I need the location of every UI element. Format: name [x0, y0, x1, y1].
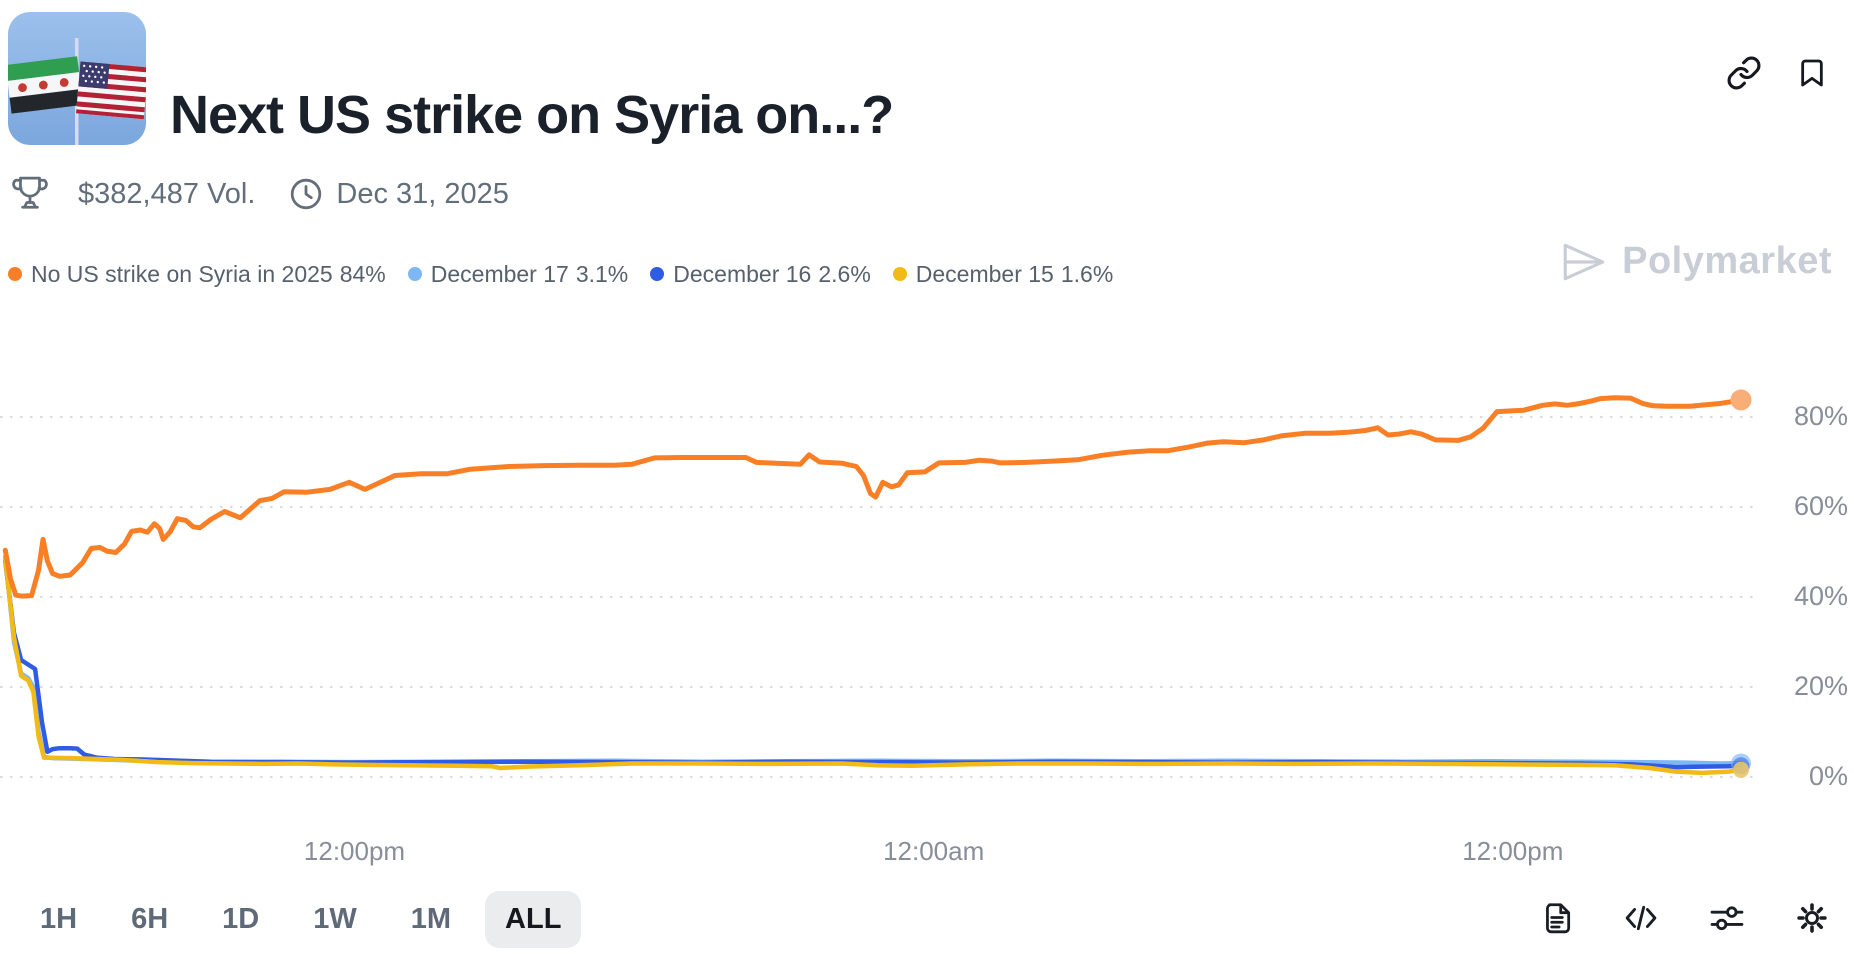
legend-item-december-17[interactable]: December 17 3.1%	[407, 260, 629, 288]
y-axis-label-80: 80%	[1793, 401, 1848, 431]
y-axis-label-60: 60%	[1793, 491, 1848, 521]
header-actions	[1722, 50, 1832, 96]
order-summary-button[interactable]	[1536, 897, 1578, 939]
market-stats: $382,487 Vol. Dec 31, 2025	[12, 172, 509, 216]
settings-button[interactable]	[1790, 896, 1834, 940]
chart-options-button[interactable]	[1704, 898, 1750, 938]
legend-value: 1.6%	[1060, 260, 1114, 287]
y-axis-label-0: 0%	[1808, 761, 1848, 791]
legend-label: December 16	[673, 260, 812, 287]
x-axis-label-1: 12:00pm	[303, 836, 406, 866]
gear-icon	[1797, 903, 1827, 933]
range-button-6h[interactable]: 6H	[111, 891, 188, 948]
range-button-1h[interactable]: 1H	[20, 891, 97, 948]
bookmark-button[interactable]	[1792, 50, 1832, 96]
sliders-icon	[1710, 906, 1744, 931]
legend-dot-orange	[8, 267, 22, 281]
price-chart[interactable]	[0, 327, 1755, 797]
legend-value: 3.1%	[575, 260, 629, 287]
volume-text: $382,487 Vol.	[78, 177, 256, 210]
end-date-text: Dec 31, 2025	[336, 177, 509, 210]
chart-legend: No US strike on Syria in 2025 84% Decemb…	[8, 258, 1113, 290]
x-axis-label-2: 12:00am	[883, 836, 985, 866]
y-axis-label-40: 40%	[1793, 581, 1848, 611]
range-button-1m[interactable]: 1M	[391, 891, 471, 948]
page-title: Next US strike on Syria on...?	[170, 85, 894, 145]
legend-item-no-strike[interactable]: No US strike on Syria in 2025 84%	[8, 261, 386, 288]
polymarket-watermark: Polymarket	[1560, 240, 1832, 283]
legend-label: December 17	[430, 260, 569, 287]
legend-value: 84%	[339, 260, 386, 287]
time-range-selector: 1H 6H 1D 1W 1M ALL	[20, 891, 582, 948]
legend-value: 2.6%	[818, 260, 871, 287]
legend-item-december-15[interactable]: December 15 1.6%	[892, 260, 1114, 288]
copy-link-button[interactable]	[1722, 50, 1766, 96]
legend-dot-yellow	[892, 267, 907, 281]
market-thumbnail	[8, 12, 146, 145]
file-text-icon	[1546, 903, 1571, 934]
syria-us-flags-image	[8, 12, 146, 145]
y-axis-label-20: 20%	[1793, 671, 1848, 701]
range-button-1d[interactable]: 1D	[202, 891, 279, 948]
bookmark-icon	[1801, 59, 1823, 87]
embed-code-button[interactable]	[1618, 898, 1664, 938]
trophy-icon	[12, 173, 48, 215]
legend-label: December 15	[915, 260, 1054, 287]
polymarket-logo-icon	[1563, 243, 1605, 280]
legend-dot-lightblue	[407, 267, 422, 281]
link-icon	[1727, 56, 1761, 90]
range-button-1w[interactable]: 1W	[293, 891, 377, 948]
x-axis-label-3: 12:00pm	[1462, 836, 1564, 866]
embed-code-icon	[1625, 905, 1657, 931]
polymarket-wordmark: Polymarket	[1622, 240, 1832, 282]
legend-dot-blue	[650, 267, 665, 281]
range-button-all[interactable]: ALL	[485, 891, 582, 948]
legend-label: No US strike on Syria in 2025	[31, 260, 333, 287]
clock-icon	[289, 177, 323, 211]
chart-toolbar	[1536, 896, 1834, 940]
legend-item-december-16[interactable]: December 16 2.6%	[650, 261, 871, 288]
